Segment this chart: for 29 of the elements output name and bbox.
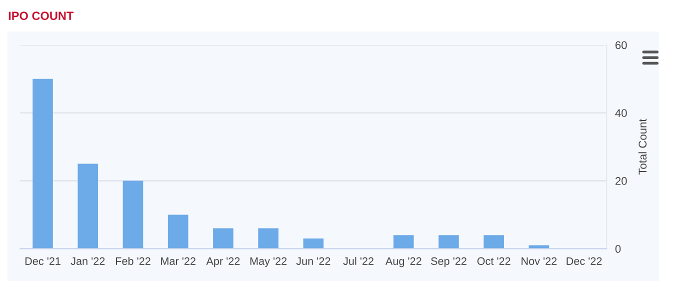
bar [78, 164, 98, 249]
bar [168, 214, 188, 249]
y-tick-label: 20 [615, 177, 627, 185]
x-tick-label: Jul '22 [343, 257, 374, 265]
x-tick-label: Apr '22 [206, 257, 240, 268]
bar [303, 238, 324, 249]
chart-title: IPO COUNT [8, 12, 74, 20]
bar [484, 235, 504, 249]
bar [258, 228, 278, 249]
x-tick-label: Dec '21 [25, 257, 60, 265]
x-tick-label: Jan '22 [70, 257, 105, 265]
x-tick-label: May '22 [250, 257, 287, 268]
y-tick-label: 40 [615, 109, 627, 118]
x-tick-label: Dec '22 [566, 257, 602, 265]
x-tick-label: Mar '22 [161, 257, 196, 265]
x-tick-label: Feb '22 [116, 257, 150, 265]
bar [438, 235, 459, 249]
y-axis-title: Total Count [638, 118, 647, 175]
bar [213, 228, 234, 249]
y-tick-label: 60 [616, 41, 627, 50]
x-tick-label: Nov '22 [522, 257, 557, 265]
bar [32, 78, 53, 249]
bar [393, 235, 414, 249]
x-tick-label: Jun '22 [296, 257, 330, 265]
x-tick-label: Oct '22 [477, 257, 510, 265]
x-tick-label: Sep '22 [431, 257, 466, 268]
x-tick-label: Aug '22 [385, 257, 422, 268]
bar [122, 180, 144, 249]
y-tick-label: 0 [615, 244, 621, 253]
